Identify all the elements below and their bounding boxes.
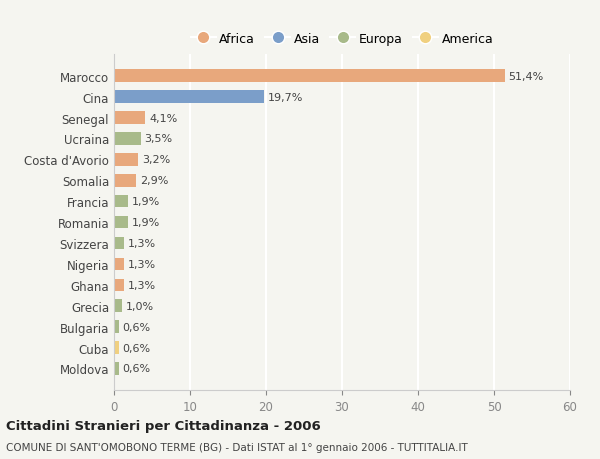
Text: 1,3%: 1,3% bbox=[128, 259, 156, 269]
Text: 1,9%: 1,9% bbox=[132, 197, 160, 207]
Legend: Africa, Asia, Europa, America: Africa, Asia, Europa, America bbox=[185, 28, 499, 51]
Bar bbox=[114, 154, 139, 166]
Text: 3,5%: 3,5% bbox=[145, 134, 173, 144]
Bar bbox=[114, 363, 119, 375]
Text: 19,7%: 19,7% bbox=[268, 92, 303, 102]
Bar bbox=[114, 321, 119, 333]
Bar bbox=[114, 133, 140, 146]
Text: 1,3%: 1,3% bbox=[128, 239, 156, 248]
Text: 3,2%: 3,2% bbox=[142, 155, 170, 165]
Bar bbox=[114, 237, 124, 250]
Bar bbox=[114, 341, 119, 354]
Bar bbox=[114, 174, 136, 187]
Bar bbox=[114, 258, 124, 271]
Bar bbox=[114, 216, 128, 229]
Text: 1,9%: 1,9% bbox=[132, 218, 160, 228]
Bar bbox=[114, 196, 128, 208]
Text: 51,4%: 51,4% bbox=[508, 72, 544, 82]
Text: Cittadini Stranieri per Cittadinanza - 2006: Cittadini Stranieri per Cittadinanza - 2… bbox=[6, 419, 321, 432]
Text: 0,6%: 0,6% bbox=[122, 322, 151, 332]
Bar bbox=[114, 112, 145, 124]
Bar bbox=[114, 300, 122, 312]
Text: 0,6%: 0,6% bbox=[122, 364, 151, 374]
Text: 2,9%: 2,9% bbox=[140, 176, 168, 186]
Bar bbox=[114, 279, 124, 291]
Text: 1,0%: 1,0% bbox=[125, 301, 154, 311]
Bar bbox=[114, 70, 505, 83]
Text: 4,1%: 4,1% bbox=[149, 113, 177, 123]
Text: 1,3%: 1,3% bbox=[128, 280, 156, 290]
Text: 0,6%: 0,6% bbox=[122, 343, 151, 353]
Bar bbox=[114, 91, 264, 104]
Text: COMUNE DI SANT'OMOBONO TERME (BG) - Dati ISTAT al 1° gennaio 2006 - TUTTITALIA.I: COMUNE DI SANT'OMOBONO TERME (BG) - Dati… bbox=[6, 442, 468, 452]
